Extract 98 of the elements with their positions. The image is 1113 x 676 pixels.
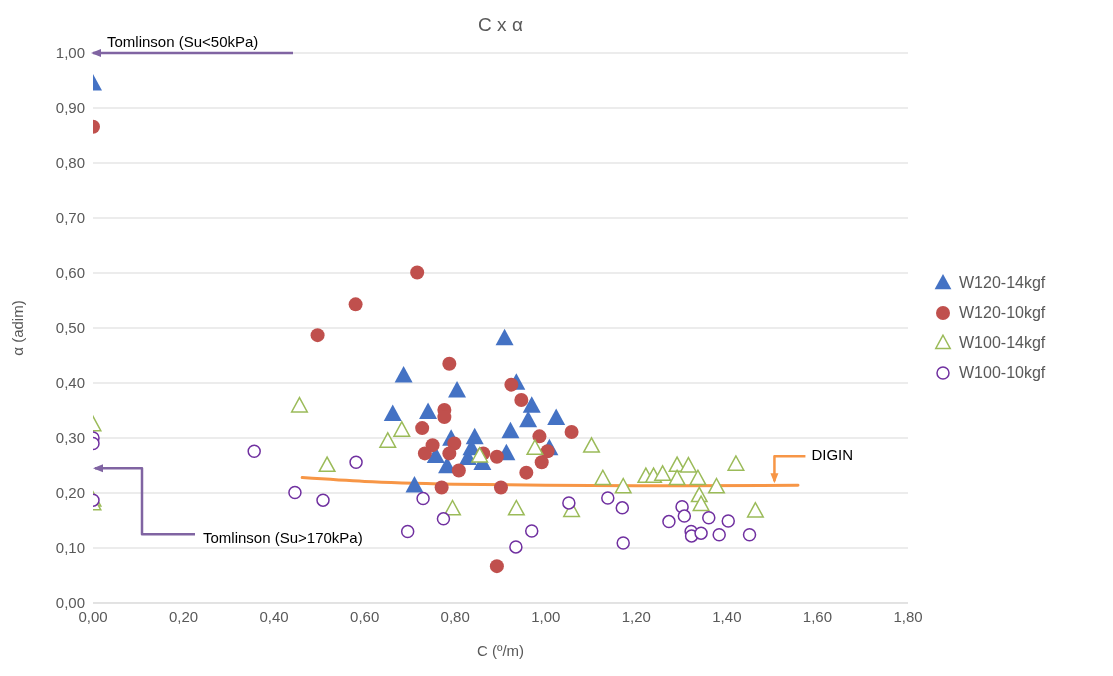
text: Tomlinson (Su<50kPa) (107, 32, 259, 50)
y-tick-label: 0,40 (55, 374, 85, 392)
point (471, 446, 489, 463)
point (562, 496, 576, 510)
point (727, 455, 745, 471)
point (615, 501, 630, 515)
point (509, 540, 523, 554)
point (393, 421, 411, 437)
point (707, 477, 726, 494)
line-series (300, 476, 800, 488)
point (405, 476, 424, 493)
point (679, 456, 697, 473)
chart-title: C x α (478, 14, 523, 35)
point (349, 455, 363, 469)
point (654, 465, 672, 481)
y-tick-label: 0,20 (55, 484, 85, 502)
point (532, 429, 547, 444)
point (442, 356, 457, 371)
legend-label: W120-10kgf (959, 304, 1046, 322)
point (416, 491, 430, 506)
point (677, 509, 692, 523)
point (383, 404, 402, 422)
point (534, 455, 549, 470)
point (689, 469, 707, 486)
point (702, 511, 716, 525)
point (614, 477, 632, 494)
point (348, 297, 363, 312)
point (451, 463, 466, 478)
point (415, 421, 430, 436)
x-tick-label: 1,00 (531, 607, 561, 625)
annotation: DIGIN (811, 446, 854, 464)
x-tick-label: 1,20 (621, 607, 651, 625)
point (288, 485, 302, 500)
point (247, 444, 261, 458)
point (721, 514, 735, 528)
point (379, 432, 397, 448)
x-tick-label: 1,60 (802, 607, 833, 625)
point (400, 524, 415, 539)
point (316, 493, 330, 507)
point (493, 480, 508, 495)
point (526, 439, 544, 456)
y-tick-label: 0,90 (55, 99, 85, 117)
point (434, 480, 449, 495)
point (318, 456, 336, 473)
point (692, 495, 710, 512)
point (540, 444, 555, 459)
point (694, 526, 708, 540)
point (501, 421, 520, 439)
y-tick-label: 1,00 (55, 44, 85, 62)
x-axis-title: C (º/m) (476, 642, 525, 659)
annotation: Tomlinson (Su>170kPa) (203, 529, 363, 547)
point (519, 465, 534, 480)
point (662, 514, 676, 529)
point (504, 377, 519, 392)
x-tick-label: 0,60 (350, 607, 380, 625)
x-tick-label: 1,80 (893, 607, 923, 625)
point (436, 512, 451, 526)
point (712, 528, 726, 542)
point (564, 424, 579, 439)
y-axis-title: α (adim) (9, 300, 27, 356)
point (668, 469, 686, 486)
point (448, 380, 467, 398)
legend-label: W100-10kgf (959, 364, 1046, 382)
point (489, 449, 504, 464)
point (495, 328, 514, 346)
y-tick-label: 0,50 (55, 319, 85, 337)
point (489, 559, 504, 574)
x-tick-label: 1,40 (712, 607, 742, 625)
point (547, 408, 566, 425)
point (742, 528, 757, 542)
legend-label: W100-14kgf (959, 334, 1046, 352)
point (524, 524, 539, 538)
point (601, 491, 615, 505)
point (290, 396, 309, 413)
point (507, 499, 525, 516)
y-tick-label: 0,70 (55, 209, 85, 227)
point (746, 501, 764, 518)
point (594, 469, 612, 486)
y-tick-label: 0,60 (55, 264, 85, 282)
point (519, 410, 538, 428)
y-tick-label: 0,30 (55, 429, 85, 447)
y-tick-label: 0,80 (55, 154, 85, 172)
point (442, 446, 457, 461)
y-tick-label: 0,10 (55, 539, 85, 557)
point (310, 328, 325, 343)
point (419, 402, 438, 419)
x-tick-label: 0,80 (440, 607, 470, 625)
point (582, 437, 601, 453)
point (394, 366, 413, 383)
point (616, 536, 630, 550)
point (410, 265, 425, 280)
legend-label: W120-14kgf (959, 274, 1046, 292)
point (443, 499, 462, 516)
point (522, 396, 541, 413)
x-tick-label: 0,40 (259, 607, 289, 625)
point (514, 393, 529, 408)
point (417, 446, 432, 461)
x-tick-label: 0,20 (168, 607, 199, 625)
